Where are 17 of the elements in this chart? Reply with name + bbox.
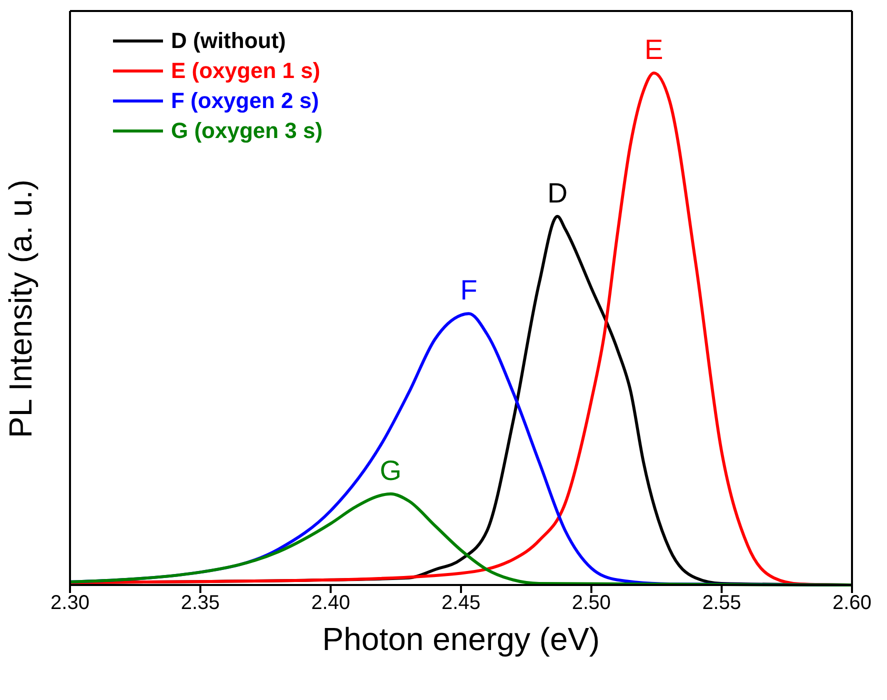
x-tick-label: 2.45: [442, 592, 480, 614]
x-tick-label: 2.60: [832, 592, 872, 614]
annotation: D: [547, 177, 568, 208]
x-tick-label: 2.55: [702, 592, 742, 614]
legend-label: F (oxygen 2 s): [171, 87, 319, 115]
x-tick-label: 2.35: [180, 592, 220, 614]
annotation: G: [380, 454, 402, 486]
y-axis-title: PL Intensity (a. u.): [2, 180, 38, 438]
x-axis-title: Photon energy (eV): [322, 621, 600, 657]
x-tick-label: 2.50: [572, 592, 611, 614]
legend-label: E (oxygen 1 s): [171, 57, 320, 85]
annotation: E: [644, 34, 664, 65]
x-tick-label: 2.30: [50, 592, 90, 614]
x-tick-label: 2.40: [311, 592, 350, 614]
legend-label: D (without): [171, 27, 286, 55]
annotation: F: [460, 274, 478, 306]
legend-label: G (oxygen 3 s): [171, 117, 323, 145]
